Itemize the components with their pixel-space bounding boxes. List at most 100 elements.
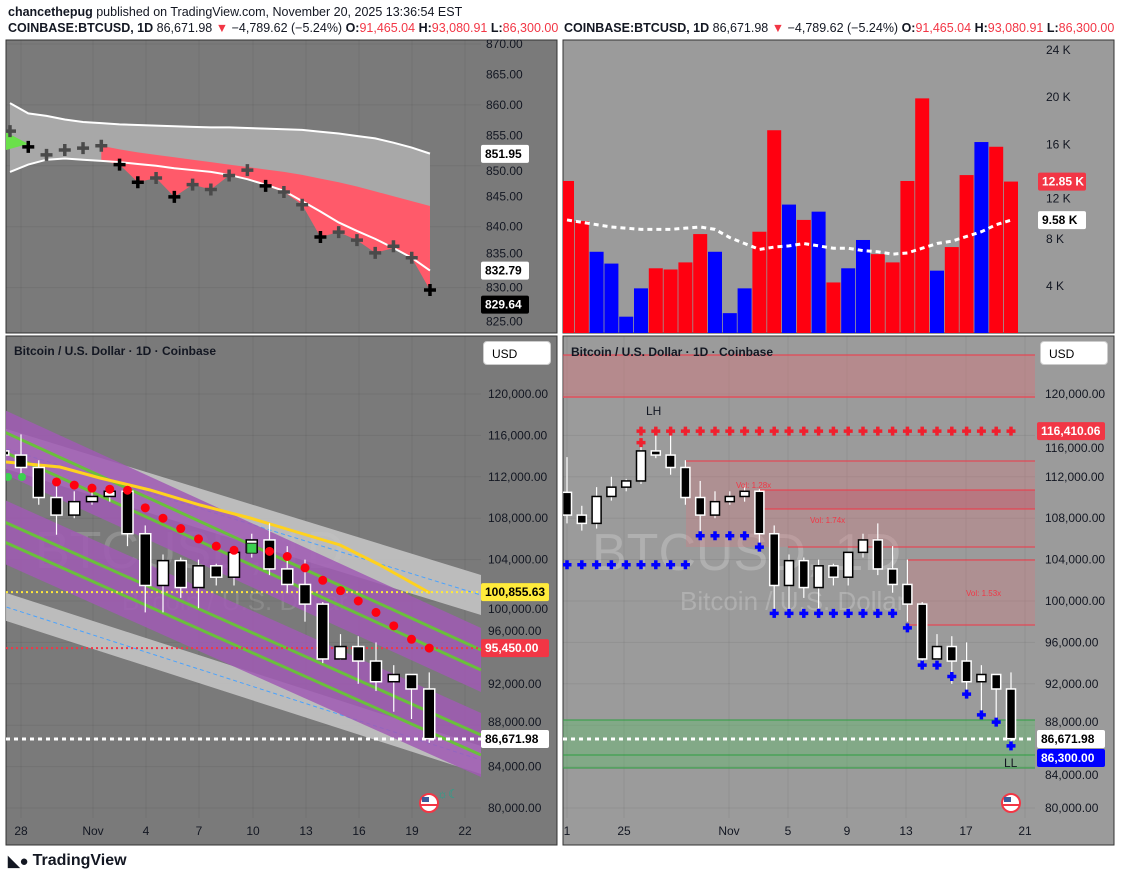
resistance-cross: [814, 426, 824, 436]
session-icon: ☼☾: [437, 787, 459, 801]
candle: [298, 583, 312, 605]
candle: [902, 583, 913, 605]
resistance-cross: [858, 426, 868, 436]
price-axis-label: 116,000.00: [1045, 441, 1104, 455]
candle: [916, 603, 928, 660]
signal-dot: [265, 546, 274, 556]
volume-bar: [604, 263, 619, 333]
resistance-cross: [695, 426, 705, 436]
volume-bar: [663, 269, 678, 333]
signal-dot: [407, 634, 416, 644]
support-cross: [636, 560, 646, 570]
price-axis-label: 88,000.00: [488, 715, 542, 729]
cross-marker: [150, 171, 163, 184]
price-axis-label: 12 K: [1046, 192, 1071, 206]
candle: [961, 660, 972, 683]
band-fill: [10, 103, 430, 271]
support-cross: [962, 689, 972, 699]
publisher-name[interactable]: chancethepug: [8, 5, 93, 19]
support-cross: [666, 560, 676, 570]
candle: [887, 568, 898, 586]
legend-left: Bitcoin / U.S. Dollar · 1D · Coinbase: [14, 344, 217, 358]
signal-dot: [18, 473, 26, 481]
price-axis-label: 84,000.00: [488, 760, 542, 774]
resistance-cross: [636, 426, 646, 436]
currency-button[interactable]: USD: [483, 341, 551, 365]
support-cross: [932, 660, 942, 670]
date-axis-label: Nov: [718, 824, 739, 838]
date-axis-label: 19: [405, 824, 419, 838]
price-axis-label: 112,000.00: [1045, 470, 1104, 484]
candle: [68, 500, 81, 516]
currency-button[interactable]: USD: [1040, 341, 1108, 365]
price-axis-label: 92,000.00: [488, 677, 542, 691]
volume-bar: [693, 234, 708, 333]
candle: [563, 491, 573, 516]
price-axis-label: 112,000.00: [488, 470, 547, 484]
resistance-cross: [636, 438, 646, 448]
flag-icon[interactable]: [1001, 793, 1021, 813]
candle: [210, 565, 223, 578]
price-axis-label: 840.00: [486, 220, 523, 234]
support-cross: [577, 560, 587, 570]
signal-dot: [6, 473, 12, 481]
price-tag: [1037, 729, 1105, 748]
resistance-cross: [710, 426, 720, 436]
tradingview-logo[interactable]: ◣● TradingView: [8, 852, 127, 870]
flag-icon[interactable]: [419, 793, 439, 813]
high-label: H:: [418, 21, 432, 35]
price-axis-label: 96,000.00: [488, 624, 542, 638]
resistance-cross: [784, 426, 794, 436]
support-cross: [754, 542, 764, 552]
support-cross: [991, 717, 1001, 727]
cross-marker: [113, 158, 126, 171]
support-cross: [769, 608, 779, 618]
volume-ratio-label: Vol: 1.53x: [966, 589, 1001, 598]
support-cross: [1006, 741, 1016, 751]
candle: [842, 551, 854, 578]
date-axis-label: 22: [458, 824, 472, 838]
signal-dot: [318, 575, 328, 585]
cross-marker: [259, 179, 272, 192]
support-cross: [888, 608, 898, 618]
volume-ratio-label: Vol: 1.28x: [736, 481, 771, 490]
candle: [6, 450, 10, 456]
date-axis-label: 13: [299, 824, 313, 838]
volume-bar: [1004, 181, 1018, 333]
pane-bottom-right[interactable]: [562, 335, 1115, 846]
price-tag: [1038, 172, 1086, 191]
price-tag: [481, 261, 529, 280]
volume-bar: [811, 211, 826, 333]
candle: [813, 565, 824, 589]
symbol[interactable]: COINBASE:BTCUSD, 1D: [8, 21, 154, 35]
signal-dot: [69, 480, 79, 490]
support-cross: [606, 560, 616, 570]
volume-bar: [737, 288, 752, 333]
candle: [680, 466, 691, 499]
price-tag: [481, 295, 529, 314]
candle: [352, 645, 365, 662]
watermark-name: Bitcoin / U.S. Dollar: [680, 586, 906, 616]
signal-dot: [229, 545, 239, 555]
volume-bar: [752, 231, 767, 333]
price-tag: [1037, 422, 1105, 441]
signal-dot: [176, 524, 186, 534]
support-cross: [695, 531, 705, 541]
volume-bar: [708, 251, 722, 333]
price-axis-label: 116,000.00: [488, 428, 547, 442]
candle: [281, 568, 294, 586]
down-arrow-icon: ▼: [771, 21, 785, 35]
support-cross: [592, 560, 602, 570]
candle: [665, 454, 676, 469]
resistance-cross: [828, 426, 838, 436]
price-tag-label: 100,855.63: [485, 585, 545, 599]
support-cross: [710, 531, 720, 541]
date-axis-label: 28: [14, 824, 28, 838]
resistance-cross: [680, 426, 690, 436]
price-axis-label: 104,000.00: [1045, 553, 1105, 567]
price-tag-label: 86,671.98: [485, 732, 539, 746]
price-axis-label: 96,000.00: [1045, 635, 1099, 649]
volume-bar: [930, 270, 944, 333]
symbol[interactable]: COINBASE:BTCUSD, 1D: [564, 21, 710, 35]
